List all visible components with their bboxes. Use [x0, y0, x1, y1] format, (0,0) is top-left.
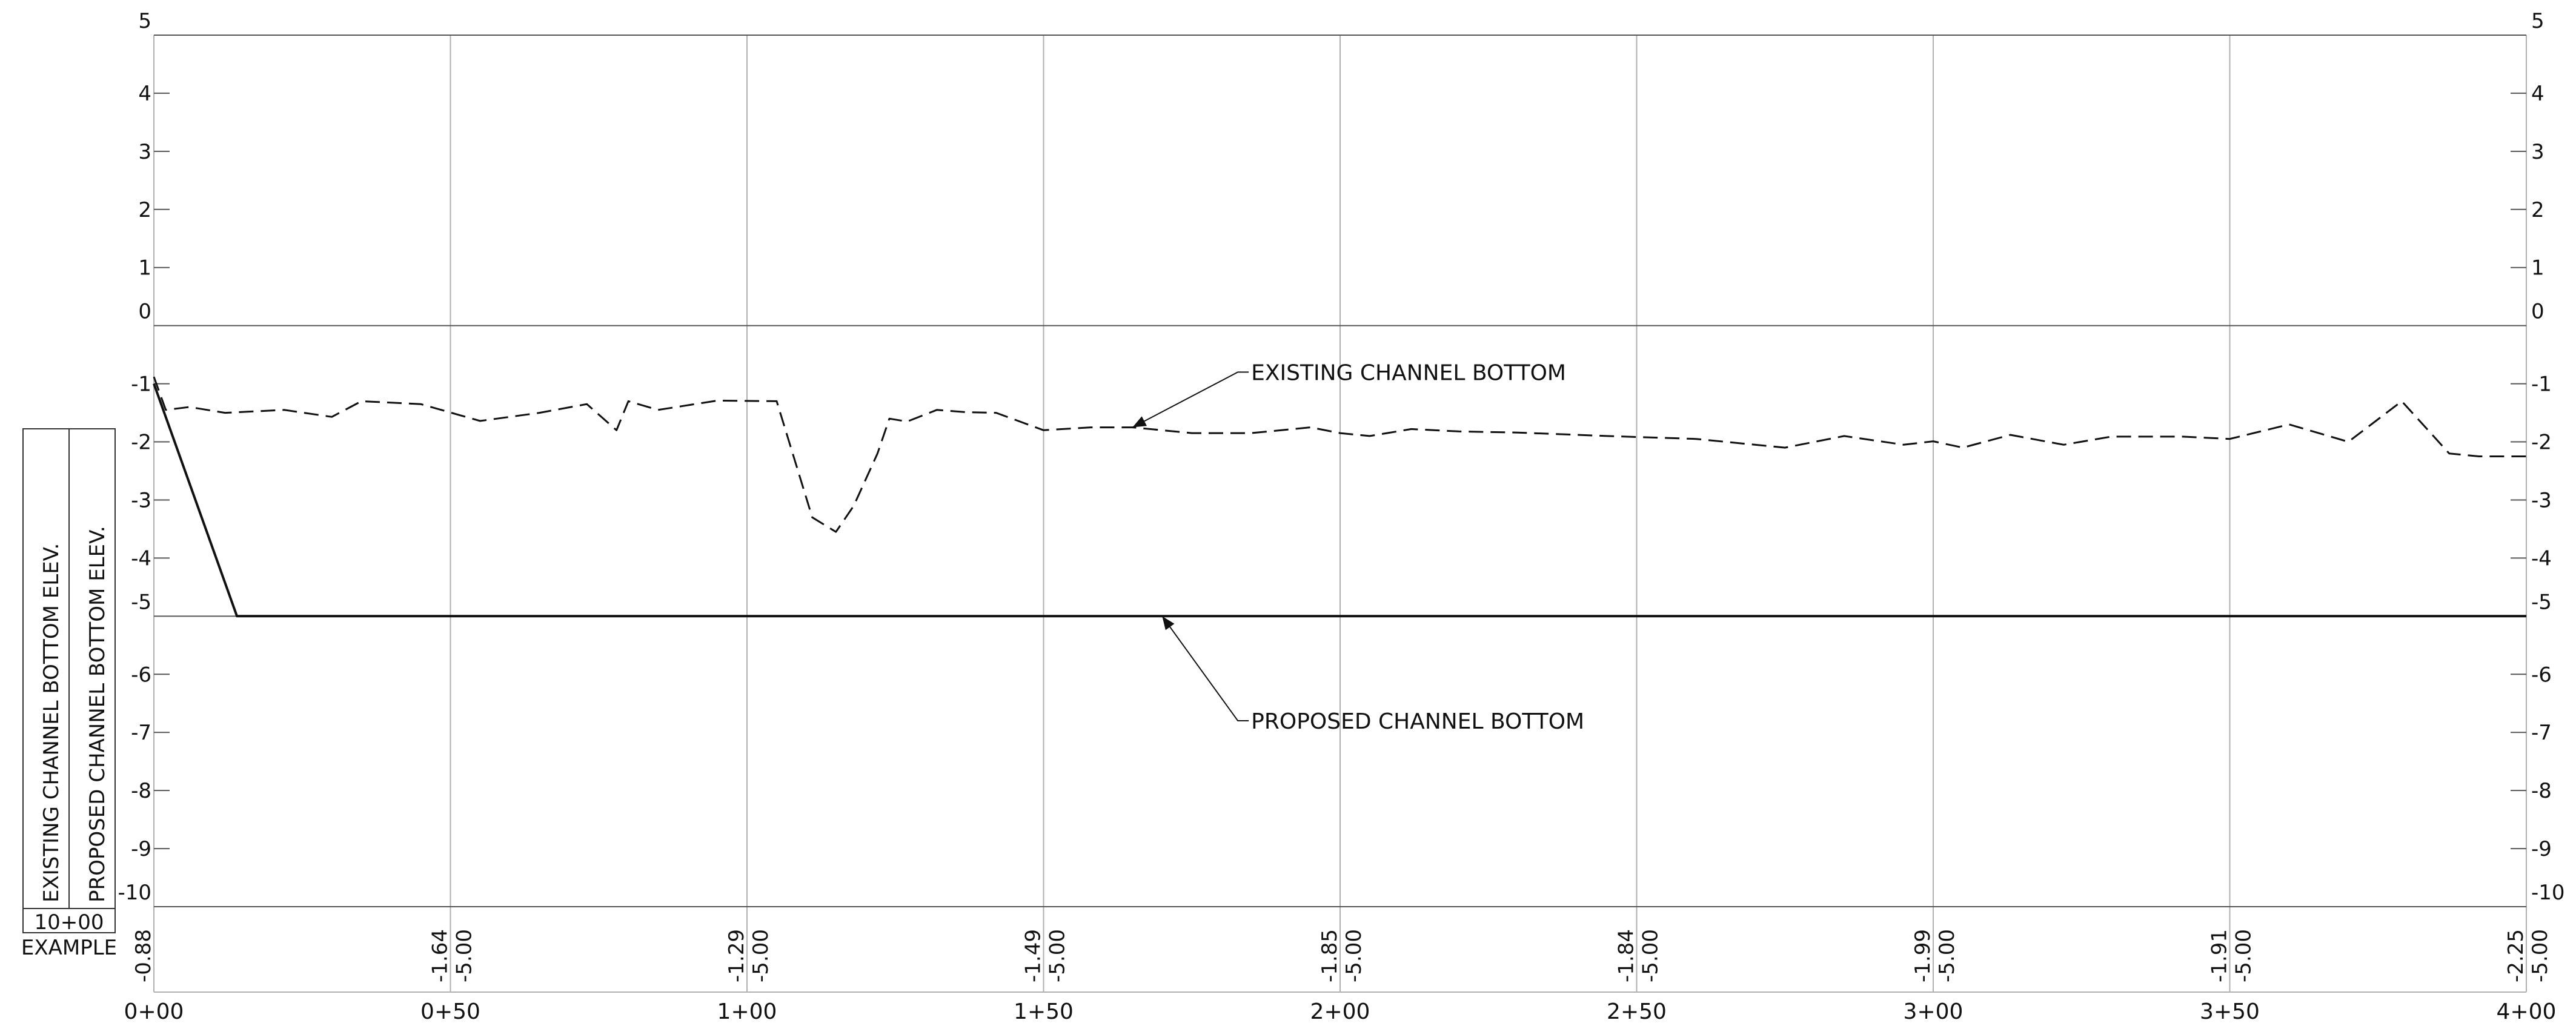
- y-tick-label-right: -1: [2531, 372, 2552, 397]
- y-tick-label-right: 1: [2531, 256, 2544, 280]
- y-tick-label-right: 5: [2531, 9, 2544, 33]
- annotation-leader: [1132, 371, 1249, 428]
- x-tick-label: 1+00: [717, 999, 777, 1024]
- proposed-elev-value: -5.00: [1935, 929, 1959, 982]
- y-tick-label-left: 3: [138, 140, 151, 164]
- y-tick-label-right: -7: [2531, 721, 2552, 745]
- existing-elev-value: -1.84: [1615, 929, 1639, 982]
- existing-elev-value: -2.25: [2504, 929, 2528, 982]
- y-tick-label-left: 5: [138, 9, 151, 33]
- y-tick-label-left: 4: [138, 82, 151, 106]
- y-tick-label-right: -8: [2531, 779, 2552, 803]
- legend-example: EXISTING CHANNEL BOTTOM ELEV. PROPOSED C…: [21, 428, 117, 960]
- existing-elev-value: -1.64: [428, 929, 453, 982]
- x-tick-label: 3+00: [1904, 999, 1964, 1024]
- axes: 0+00 0+50 1+00 1+50 2+00 2+50 3+00 3+50 4+00 5 5 4 4…: [118, 9, 2564, 1024]
- y-tick-label-left: -5: [131, 590, 151, 614]
- annotation-leader: [1161, 615, 1249, 722]
- y-tick-label-right: 0: [2531, 300, 2544, 324]
- existing-channel-bottom-line: [153, 376, 2526, 533]
- x-tick-label: 3+50: [2200, 999, 2260, 1024]
- proposed-elev-value: -5.00: [1342, 929, 1366, 982]
- x-tick-label: 0+00: [124, 999, 184, 1024]
- y-tick-label-left: -2: [131, 431, 151, 455]
- existing-elev-value: -1.29: [725, 929, 749, 982]
- proposed-channel-bottom-line: [153, 383, 2526, 618]
- existing-elev-value: -1.99: [1911, 929, 1935, 982]
- proposed-elev-value: -5.00: [2528, 929, 2552, 982]
- existing-elev-value: -1.91: [2208, 929, 2232, 982]
- y-tick-label-left: -1: [131, 372, 151, 397]
- y-tick-label-right: 3: [2531, 140, 2544, 164]
- y-tick-label-left: 2: [138, 198, 151, 222]
- existing-elev-value: -1.49: [1021, 929, 1046, 982]
- x-tick-label: 4+00: [2497, 999, 2557, 1024]
- y-tick-label-left: -7: [131, 721, 151, 745]
- annotations: EXISTING CHANNEL BOTTOM PROPOSED CHANNEL …: [1132, 360, 1584, 734]
- annotation-arrowhead: [1132, 416, 1147, 428]
- x-tick-label: 1+50: [1014, 999, 1074, 1024]
- y-tick-label-left: -10: [118, 881, 151, 905]
- y-tick-label-left: -8: [131, 779, 151, 803]
- y-tick-label-right: -2: [2531, 431, 2552, 455]
- legend-existing-label: EXISTING CHANNEL BOTTOM ELEV.: [39, 543, 64, 902]
- data-band: -0.88 -1.64 -5.00 -1.29 -5.00 -1.49 -5.00 -1.85…: [131, 929, 2552, 982]
- y-tick-label-right: 2: [2531, 198, 2544, 222]
- existing-elev-value: -1.85: [1318, 929, 1342, 982]
- proposed-elev-value: -5.00: [2232, 929, 2256, 982]
- proposed-channel-bottom-callout: PROPOSED CHANNEL BOTTOM: [1251, 709, 1584, 734]
- legend-example-label: EXAMPLE: [21, 936, 117, 960]
- annotation-arrowhead: [1162, 616, 1175, 630]
- y-tick-label-left: 0: [138, 300, 151, 324]
- x-tick-label: 0+50: [420, 999, 480, 1024]
- legend-proposed-label: PROPOSED CHANNEL BOTTOM ELEV.: [85, 526, 110, 902]
- legend-station-label: 10+00: [34, 910, 104, 935]
- y-tick-label-left: -4: [131, 546, 151, 571]
- y-tick-label-right: -6: [2531, 663, 2552, 687]
- proposed-elev-value: -5.00: [1639, 929, 1663, 982]
- y-tick-label-right: -3: [2531, 488, 2552, 512]
- y-tick-label-left: -3: [131, 488, 151, 512]
- series: [153, 376, 2526, 618]
- y-tick-label-left: -9: [131, 837, 151, 861]
- y-tick-label-right: -10: [2531, 881, 2565, 905]
- grid: [153, 35, 2527, 993]
- proposed-elev-value: -5.00: [453, 929, 477, 982]
- proposed-elev-value: -5.00: [749, 929, 773, 982]
- y-tick-label-left: -6: [131, 663, 151, 687]
- y-tick-label-right: -4: [2531, 546, 2552, 571]
- existing-elev-value: -0.88: [131, 929, 156, 982]
- x-tick-label: 2+00: [1310, 999, 1370, 1024]
- proposed-elev-value: -5.00: [1046, 929, 1070, 982]
- y-tick-label-left: 1: [138, 256, 151, 280]
- y-tick-label-right: 4: [2531, 82, 2544, 106]
- y-tick-label-right: -5: [2531, 590, 2552, 614]
- x-tick-label: 2+50: [1607, 999, 1667, 1024]
- existing-channel-bottom-callout: EXISTING CHANNEL BOTTOM: [1251, 360, 1566, 385]
- y-tick-label-right: -9: [2531, 837, 2552, 861]
